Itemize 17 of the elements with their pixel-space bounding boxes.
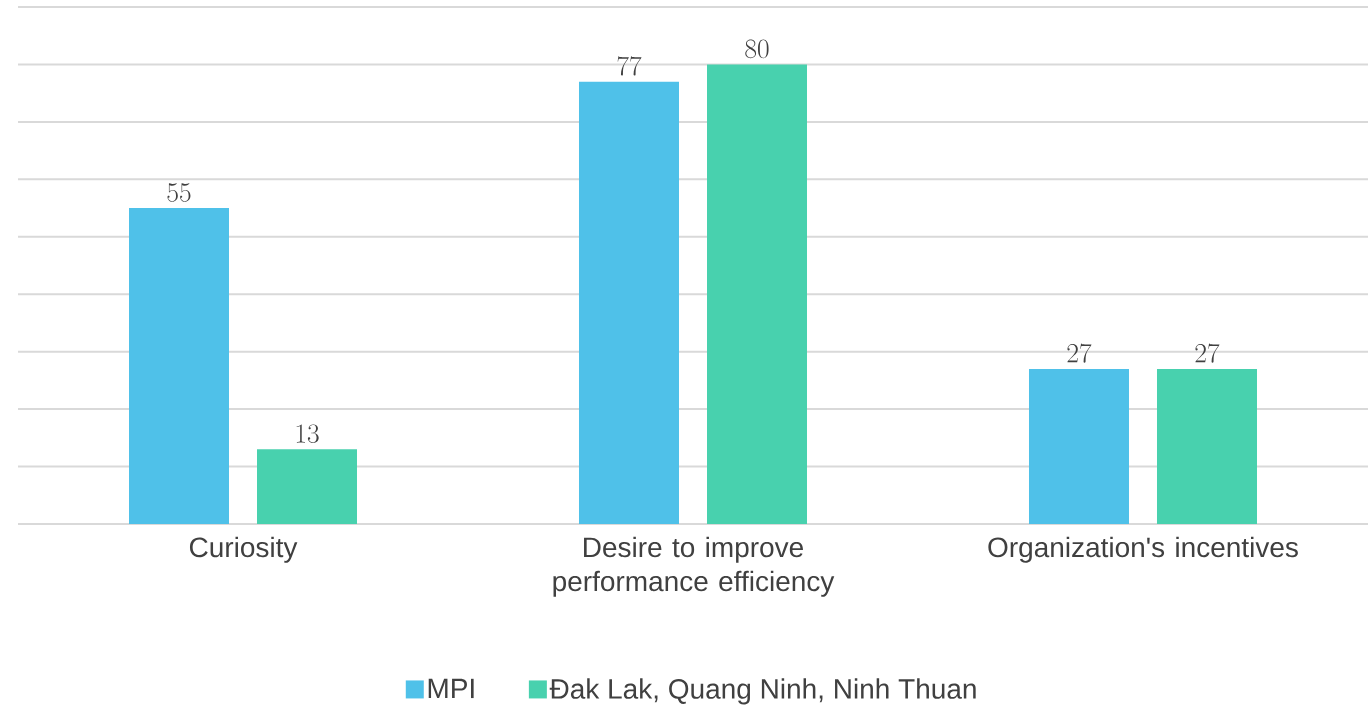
data-label: 77 — [617, 56, 642, 76]
bar — [707, 64, 807, 524]
bar — [257, 449, 357, 524]
data-label: 27 — [1195, 343, 1220, 363]
x-tick-label: Organization's incentives — [988, 536, 1298, 563]
data-label: 55 — [167, 183, 191, 202]
bar — [1028, 368, 1129, 524]
bar — [578, 81, 679, 524]
x-tick-label: Desire to improve performance efficiency — [553, 536, 835, 597]
bar — [129, 208, 229, 524]
legend-label: Đak Lak, Quang Ninh, Ninh Thuan — [549, 678, 976, 705]
data-label: 13 — [296, 424, 319, 444]
bar — [1156, 368, 1257, 524]
x-tick-label: Curiosity — [189, 536, 298, 563]
legend-label: MPI — [428, 678, 474, 699]
data-label: 27 — [1067, 343, 1092, 363]
data-label: 80 — [745, 39, 769, 59]
